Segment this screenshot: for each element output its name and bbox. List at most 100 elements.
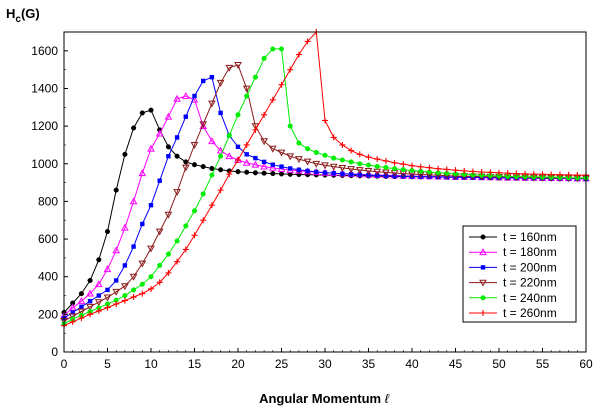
data-point — [181, 91, 190, 99]
data-point — [87, 311, 94, 318]
data-point — [216, 146, 225, 154]
data-point — [139, 281, 145, 287]
data-point — [174, 238, 180, 244]
data-point — [86, 303, 94, 311]
data-point — [129, 197, 138, 205]
data-point — [121, 283, 129, 291]
data-point — [208, 137, 216, 145]
data-point — [374, 156, 381, 163]
data-point — [209, 165, 215, 172]
legend-item-2: t = 180nm — [469, 245, 557, 259]
data-point — [574, 172, 581, 179]
data-point — [70, 310, 75, 315]
x-tick-label: 25 — [275, 357, 289, 371]
data-point — [68, 303, 77, 311]
data-point — [200, 164, 206, 170]
data-point — [200, 217, 207, 224]
data-point — [94, 280, 103, 288]
x-tick-label: 60 — [579, 357, 593, 371]
data-point — [103, 265, 112, 273]
data-point — [114, 278, 119, 283]
data-point — [261, 170, 267, 176]
data-point — [260, 138, 268, 146]
data-point — [225, 64, 234, 72]
data-point — [364, 168, 373, 175]
data-point — [261, 159, 267, 165]
data-point — [183, 223, 189, 229]
data-point — [400, 161, 407, 168]
data-point — [373, 168, 382, 176]
data-point — [444, 174, 449, 180]
data-point — [548, 171, 555, 178]
data-point — [86, 289, 94, 297]
data-point — [268, 145, 277, 153]
data-point — [331, 155, 337, 161]
data-point — [338, 165, 347, 172]
data-point — [208, 100, 216, 108]
data-point — [155, 129, 164, 137]
data-point — [278, 171, 285, 177]
legend-label: t = 260nm — [503, 306, 557, 320]
data-point — [209, 74, 215, 80]
data-point — [391, 159, 398, 166]
data-point — [148, 107, 154, 113]
data-point — [78, 315, 85, 322]
x-tick-label: 45 — [449, 357, 463, 371]
data-point — [303, 158, 312, 166]
x-tick-label: 40 — [405, 357, 419, 371]
data-point — [244, 93, 250, 99]
data-point — [104, 228, 111, 235]
data-point — [261, 111, 268, 118]
data-point — [365, 154, 372, 161]
x-tick-label: 0 — [61, 357, 68, 371]
data-point — [269, 96, 276, 103]
data-point — [462, 175, 467, 180]
data-point — [355, 167, 364, 175]
data-point — [409, 162, 415, 169]
data-point — [565, 171, 572, 178]
data-point — [157, 178, 162, 183]
data-point — [94, 299, 103, 307]
data-point — [138, 169, 147, 177]
data-point — [148, 202, 154, 208]
data-point — [487, 169, 494, 176]
data-point — [296, 167, 302, 172]
data-point — [409, 167, 415, 174]
data-point — [191, 208, 198, 214]
x-tick-label: 10 — [144, 357, 158, 371]
data-point — [252, 126, 259, 133]
axes-layer: 0 5 10 15 20 25 30 35 40 45 50 55 600200400600800100… — [31, 31, 593, 371]
data-point — [234, 62, 242, 69]
data-point — [339, 157, 345, 163]
data-point — [366, 172, 371, 178]
data-point — [314, 169, 319, 175]
legend-label: t = 180nm — [503, 245, 557, 259]
data-point — [522, 170, 529, 177]
data-point — [157, 262, 163, 268]
data-point — [140, 221, 145, 227]
data-point — [122, 263, 128, 268]
legend-marker — [480, 234, 486, 240]
data-point — [139, 110, 145, 116]
legend-item-4: t = 220nm — [469, 276, 557, 290]
data-point — [279, 164, 284, 169]
data-point — [131, 125, 137, 131]
data-point — [383, 164, 389, 171]
data-point — [296, 140, 302, 146]
data-point — [129, 273, 138, 281]
legend-marker — [480, 295, 486, 301]
y-tick-label: 1600 — [31, 44, 58, 58]
data-point — [242, 158, 251, 166]
x-axis-title: Angular Momentum ℓ — [259, 391, 390, 406]
data-point — [96, 293, 101, 298]
data-point — [287, 66, 294, 73]
data-point — [278, 46, 285, 52]
data-point — [173, 189, 181, 197]
data-point — [192, 93, 197, 99]
data-point — [435, 174, 441, 180]
data-point — [340, 171, 345, 176]
data-point — [260, 162, 268, 170]
data-point — [226, 171, 233, 178]
data-point — [191, 162, 198, 168]
data-point — [330, 134, 337, 141]
